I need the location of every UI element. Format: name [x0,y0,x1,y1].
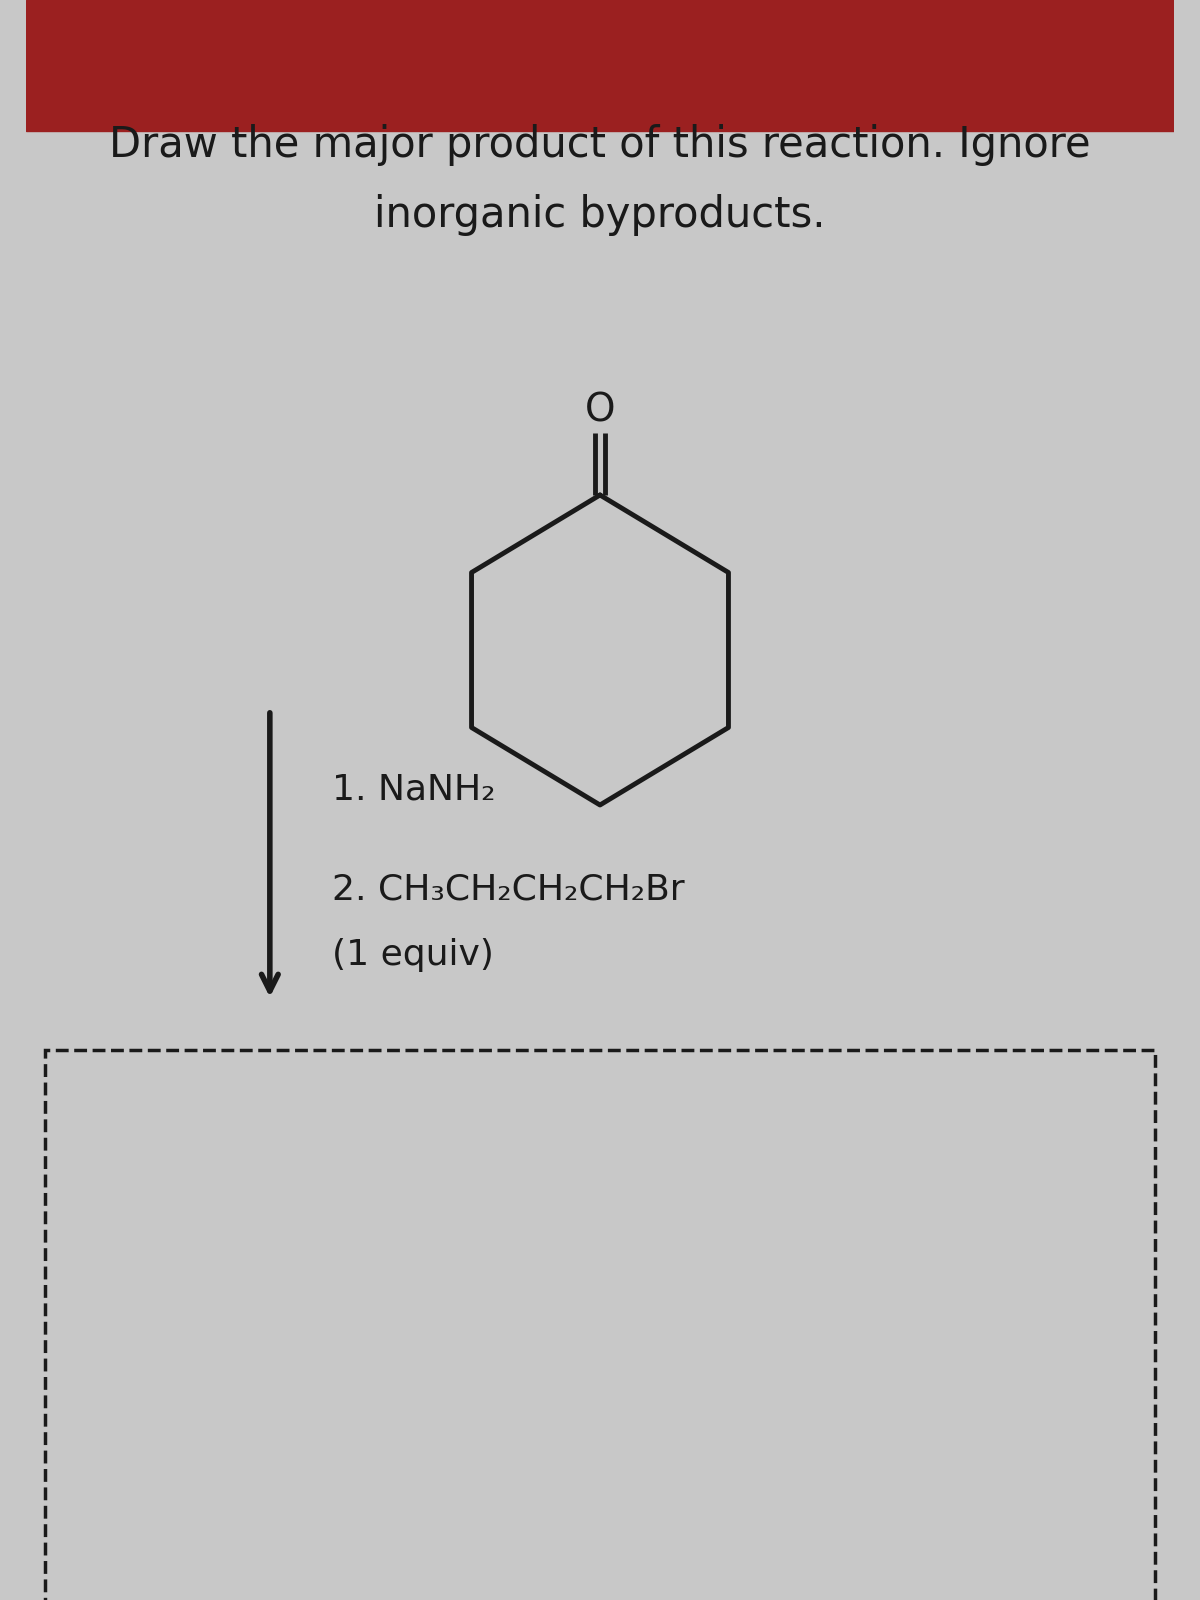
Text: 1. NaNH₂: 1. NaNH₂ [332,773,496,806]
Text: (1 equiv): (1 equiv) [332,938,494,971]
Text: Draw the major product of this reaction. Ignore: Draw the major product of this reaction.… [109,125,1091,166]
Text: O: O [584,392,616,430]
Bar [26,0,1174,131]
Text: inorganic byproducts.: inorganic byproducts. [374,194,826,235]
Text: 2. CH₃CH₂CH₂CH₂Br: 2. CH₃CH₂CH₂CH₂Br [332,874,685,907]
Bar [44,1050,1156,1600]
